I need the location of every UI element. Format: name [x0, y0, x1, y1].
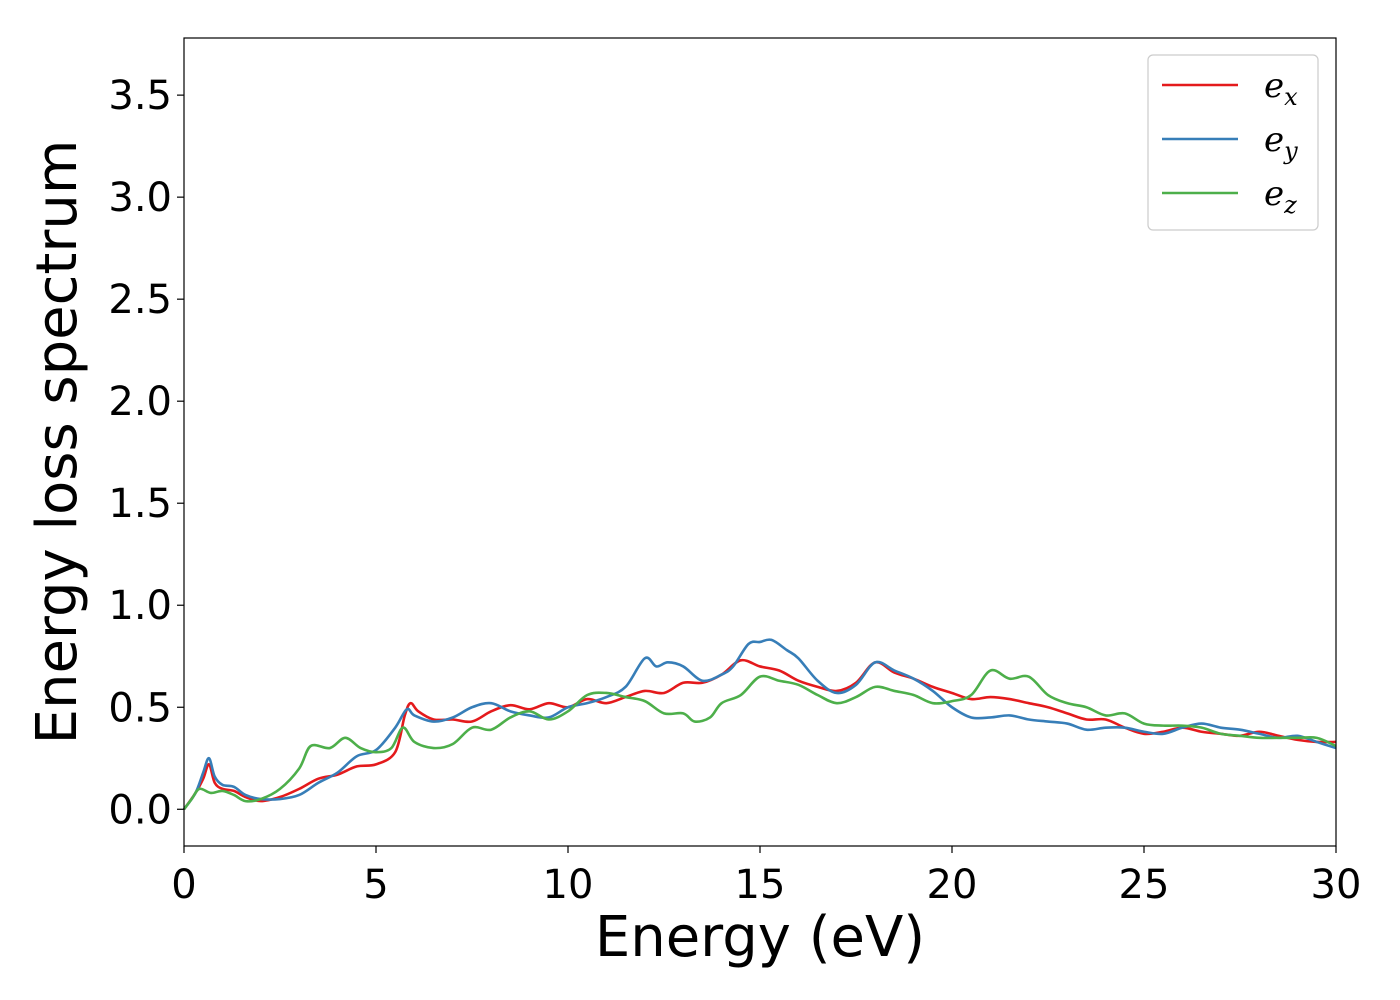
y-axis-label: Energy loss spectrum [25, 140, 90, 745]
legend-box [1147, 54, 1319, 231]
y-tick-label: 1.5 [108, 481, 172, 527]
y-tick-label: 1.0 [108, 583, 172, 629]
series-line-ez [182, 668, 1337, 811]
legend-label-ez: ez [1264, 174, 1297, 219]
legend-label-subscript: x [1284, 83, 1298, 111]
series-layer [182, 638, 1337, 811]
y-tick-label: 2.0 [108, 379, 172, 425]
y-tick-label: 3.0 [108, 175, 172, 221]
legend-label-ey: ey [1264, 120, 1298, 165]
x-tick-label: 30 [1311, 862, 1362, 908]
legend-label-ex: ex [1264, 66, 1298, 111]
x-tick-label: 5 [363, 862, 388, 908]
x-tick-label: 20 [927, 862, 978, 908]
y-tick-label: 2.5 [108, 277, 172, 323]
x-tick-label: 10 [543, 862, 594, 908]
y-axis: 0.0 0.5 1.0 1.5 2.0 2.5 3.0 3.5 [108, 73, 184, 833]
x-axis: 0 5 10 15 20 25 30 [171, 846, 1361, 908]
y-tick-label: 3.5 [108, 73, 172, 119]
legend-label-base: e [1264, 174, 1284, 214]
x-tick-label: 15 [735, 862, 786, 908]
y-tick-label: 0.0 [108, 787, 172, 833]
x-tick-label: 25 [1119, 862, 1170, 908]
legend-label-subscript: z [1283, 191, 1297, 219]
x-axis-label: Energy (eV) [595, 905, 925, 970]
legend-label-subscript: y [1283, 137, 1298, 165]
legend-label-base: e [1264, 66, 1284, 106]
legend-label-base: e [1264, 120, 1284, 160]
y-tick-label: 0.5 [108, 685, 172, 731]
series-line-ey [182, 638, 1337, 811]
x-tick-label: 0 [171, 862, 196, 908]
